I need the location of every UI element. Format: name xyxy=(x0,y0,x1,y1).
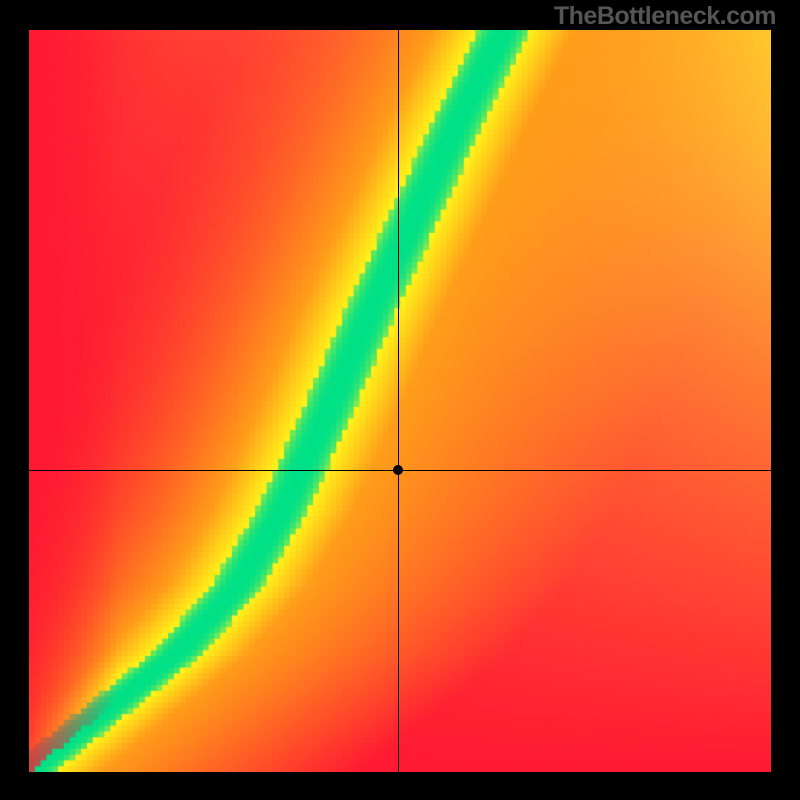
bottleneck-heatmap xyxy=(29,30,771,772)
watermark-text: TheBottleneck.com xyxy=(554,2,776,31)
crosshair-vertical xyxy=(398,30,399,772)
selection-marker xyxy=(393,465,403,475)
